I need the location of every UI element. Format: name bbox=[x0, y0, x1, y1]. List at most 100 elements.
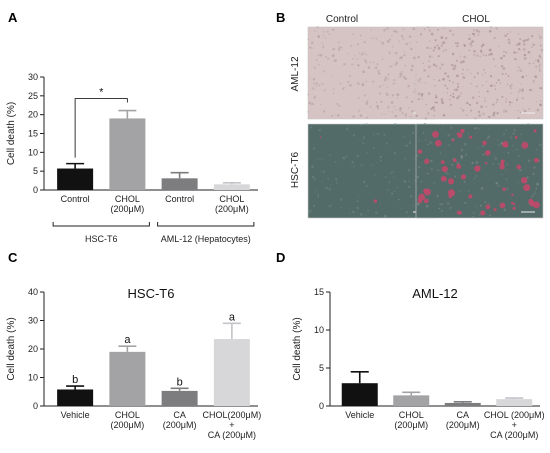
micro-aml-control-cell bbox=[375, 37, 378, 40]
micro-aml-chol-cell bbox=[428, 55, 431, 58]
micro-aml-control-cell bbox=[356, 81, 360, 85]
panel-c-category-label: + bbox=[229, 420, 234, 430]
micro-hsc-control-cell bbox=[408, 180, 410, 183]
micro-aml-control-cell bbox=[323, 70, 326, 73]
micro-aml-chol-cell bbox=[470, 72, 472, 74]
micro-aml-chol-cell bbox=[475, 101, 479, 105]
micro-aml-control-cell bbox=[393, 30, 396, 33]
micro-hsc-control-cell bbox=[323, 186, 326, 189]
micro-aml-control-cell bbox=[357, 43, 360, 46]
micro-aml-control-cell bbox=[387, 78, 389, 81]
micro-hsc-chol-cell bbox=[416, 202, 420, 206]
micro-hsc-control-cell bbox=[363, 180, 366, 183]
micro-aml-chol-cell bbox=[540, 100, 542, 102]
micro-aml-chol-cell bbox=[505, 110, 508, 113]
micro-hsc-control-cell bbox=[345, 127, 349, 131]
micro-hsc-chol-cell bbox=[482, 145, 484, 148]
micro-aml-chol-cell bbox=[427, 92, 431, 95]
micro-aml-chol-cell bbox=[417, 56, 420, 59]
micro-hsc-chol-stained-cell bbox=[514, 136, 518, 139]
micro-hsc-chol-cell bbox=[497, 184, 500, 188]
micro-aml-chol-cell bbox=[421, 95, 423, 98]
micro-aml-control-cell bbox=[363, 51, 366, 54]
panel-d-category-label: CHOL bbox=[399, 410, 424, 420]
micro-aml-chol-cell bbox=[482, 68, 486, 71]
micro-hsc-chol-cell bbox=[527, 122, 530, 126]
micro-hsc-chol-stained-cell bbox=[447, 189, 456, 197]
micro-hsc-chol-cell bbox=[505, 168, 507, 171]
micro-aml-control-cell bbox=[324, 36, 327, 39]
micro-aml-control-cell bbox=[392, 82, 395, 85]
micro-hsc-control-cell bbox=[362, 137, 365, 140]
micro-aml-chol-cell bbox=[511, 101, 513, 104]
micro-aml-control-cell bbox=[396, 93, 400, 97]
micro-hsc-chol-cell bbox=[439, 203, 442, 206]
micro-aml-chol-cell bbox=[513, 58, 516, 61]
micro-aml-chol-cell bbox=[492, 103, 495, 106]
micro-hsc-chol-cell bbox=[507, 151, 510, 154]
micro-hsc-chol-cell bbox=[505, 178, 508, 181]
micro-aml-chol-cell bbox=[462, 68, 464, 71]
micro-aml-chol-cell bbox=[463, 55, 466, 59]
micro-aml-chol-cell bbox=[521, 97, 524, 100]
micro-hsc-chol-cell bbox=[497, 144, 500, 146]
micro-aml-chol-cell bbox=[517, 109, 520, 112]
micro-hsc-control-cell bbox=[404, 157, 407, 160]
panel-c-ytick-label: 20 bbox=[28, 344, 38, 354]
micro-aml-control-cell bbox=[332, 29, 335, 31]
micro-aml-control-cell bbox=[391, 35, 393, 38]
micro-aml-chol-cell bbox=[457, 85, 460, 88]
micro-aml-chol-cell bbox=[530, 34, 534, 38]
micro-aml-control-cell bbox=[407, 84, 410, 88]
micro-aml-chol-cell bbox=[528, 89, 531, 91]
micrograph-row-label-hsct6: HSC-T6 bbox=[290, 152, 301, 189]
micro-aml-chol-cell bbox=[484, 72, 487, 74]
micro-hsc-chol-cell bbox=[497, 163, 500, 165]
micro-aml-control-cell bbox=[410, 68, 413, 72]
micro-aml-control-cell bbox=[408, 107, 410, 109]
micro-aml-control-cell bbox=[370, 37, 372, 39]
micro-aml-chol-cell bbox=[490, 26, 492, 29]
micro-hsc-control-cell bbox=[363, 135, 366, 138]
micro-aml-chol-cell bbox=[472, 29, 476, 32]
micro-hsc-chol-stained-cell bbox=[457, 132, 463, 138]
micro-aml-chol-cell bbox=[517, 70, 519, 72]
micro-hsc-control-cell bbox=[403, 136, 405, 138]
micro-aml-control-cell bbox=[374, 66, 378, 70]
micro-aml-control-cell bbox=[357, 109, 361, 112]
micro-aml-control-cell bbox=[395, 82, 397, 84]
micro-hsc-control-cell bbox=[325, 186, 329, 190]
micro-hsc-chol-stained-cell bbox=[474, 165, 481, 172]
micro-aml-chol-cell bbox=[493, 37, 496, 40]
micro-aml-control-cell bbox=[372, 61, 375, 64]
micro-hsc-control-cell bbox=[358, 194, 360, 197]
micro-hsc-chol-cell bbox=[486, 138, 489, 140]
micro-hsc-chol-stained-cell bbox=[502, 187, 506, 192]
micro-aml-control-cell bbox=[370, 29, 372, 31]
micro-aml-chol-cell bbox=[506, 33, 509, 35]
panel-c-y-axis-label: Cell death (%) bbox=[6, 317, 17, 380]
panel-a-group-bracket bbox=[52, 222, 150, 227]
micro-aml-chol-cell bbox=[492, 58, 495, 61]
micro-hsc-control-cell bbox=[392, 171, 395, 173]
micro-aml-control-cell bbox=[403, 54, 406, 57]
panel-a-y-axis-label: Cell death (%) bbox=[6, 102, 17, 165]
micro-aml-control-cell bbox=[359, 34, 362, 37]
micro-hsc-chol-cell bbox=[488, 202, 490, 205]
micro-hsc-chol-stained-cell bbox=[441, 165, 448, 173]
micro-hsc-control-cell bbox=[393, 152, 397, 155]
micro-aml-chol-cell bbox=[451, 81, 455, 84]
panel-d-category-label: CHOL (200μM) bbox=[484, 410, 545, 420]
micro-aml-chol-cell bbox=[432, 49, 435, 52]
micro-hsc-chol-stained-cell bbox=[521, 141, 529, 149]
micro-aml-chol-cell bbox=[522, 108, 525, 110]
micro-aml-control-cell bbox=[357, 64, 360, 67]
micro-aml-control-cell bbox=[365, 61, 368, 64]
micro-aml-chol-cell bbox=[516, 51, 518, 54]
micrograph-aml12-chol bbox=[415, 26, 544, 120]
panel-a-group-label: AML-12 (Hepatocytes) bbox=[161, 234, 251, 244]
micro-aml-control-cell bbox=[358, 52, 361, 54]
micro-aml-control-cell bbox=[402, 28, 405, 31]
micro-aml-control-cell bbox=[366, 100, 369, 103]
micro-aml-chol-cell bbox=[509, 31, 511, 33]
